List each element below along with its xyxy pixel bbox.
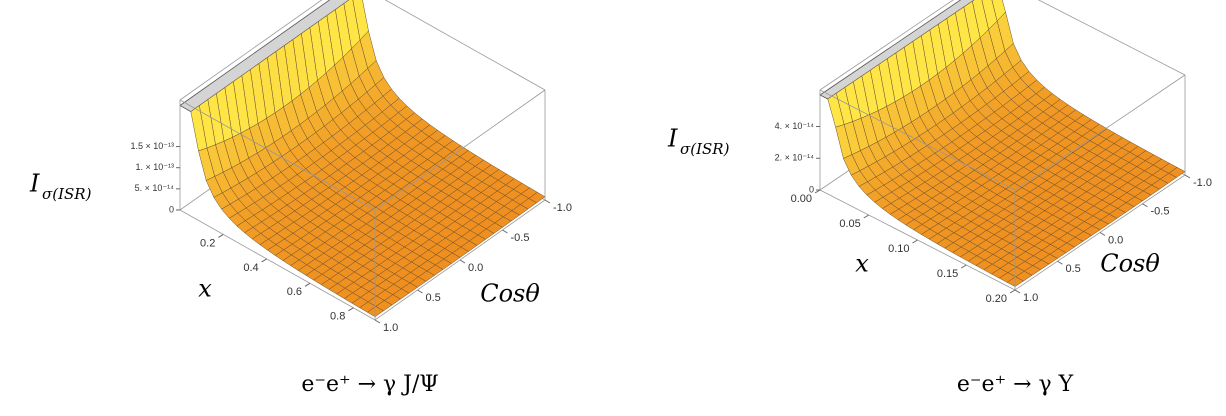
clip-plane: [819, 0, 975, 100]
box-edge: [1014, 74, 1186, 191]
x-tick: [1009, 289, 1016, 294]
x-axis-label: x: [855, 250, 869, 278]
y-tick: [544, 199, 551, 204]
x-tick-label: 0.05: [839, 218, 860, 230]
y-tick: [1184, 174, 1191, 179]
y-axis-label: Cosθ: [480, 280, 540, 308]
box-edge: [374, 89, 546, 211]
z-tick-label: 2. × 10⁻¹⁴: [775, 153, 815, 163]
x-tick: [863, 214, 870, 219]
x-tick-label: 0.20: [986, 293, 1007, 305]
surface-plot: 0.2 0.4 0.6 0.8 -1.0 -0.5 0.0 0.5 1.0 0 5. × 10⁻¹⁴…: [29, 0, 572, 397]
z-tick-label: 4. × 10⁻¹⁴: [775, 121, 815, 131]
x-tick: [261, 258, 267, 263]
x-tick-label: 0.15: [937, 268, 958, 280]
y-tick-label: 0.5: [1066, 263, 1081, 275]
y-tick: [374, 319, 381, 324]
y-tick: [417, 289, 423, 294]
z-tick-label: 5. × 10⁻¹⁴: [135, 183, 175, 193]
y-tick-label: -1.0: [553, 202, 572, 214]
box-edge: [179, 209, 376, 321]
z-tick-label: 1.5 × 10⁻¹³: [130, 141, 174, 151]
y-tick-label: -1.0: [1193, 177, 1212, 189]
z-tick-label: 0: [809, 184, 814, 194]
y-tick: [1142, 203, 1148, 208]
z-axis-label: I: [667, 125, 678, 153]
caption: e⁻e⁺ → γ Υ: [957, 372, 1074, 397]
z-tick-label: 0: [169, 204, 174, 214]
x-tick: [304, 282, 311, 287]
y-tick: [1057, 260, 1063, 265]
box-edge: [1037, 0, 1186, 76]
x-tick-label: 0.6: [287, 286, 302, 298]
z-tick-label: 1. × 10⁻¹³: [135, 162, 174, 172]
y-tick: [1014, 289, 1021, 294]
y-tick: [502, 229, 508, 234]
y-tick: [459, 259, 466, 264]
x-tick-label: 0.00: [791, 193, 812, 205]
z-axis-label: I: [29, 170, 40, 198]
y-tick-label: 0.0: [1108, 234, 1123, 246]
box-edge: [819, 0, 954, 91]
box-edge: [179, 0, 323, 101]
y-tick: [1099, 232, 1106, 236]
z-axis-label-subscript: σ(ISR): [680, 140, 730, 158]
x-tick-label: 0.10: [888, 243, 909, 255]
surface-plot: 0.00 0.05 0.10 0.15 0.20 -1.0 -0.5 0.0 0.5 1.0 0 2.…: [667, 0, 1212, 397]
y-axis-label: Cosθ: [1100, 250, 1160, 278]
x-tick-label: 0.2: [200, 237, 215, 249]
y-tick-label: 0.0: [468, 262, 483, 274]
y-tick-label: 1.0: [1023, 292, 1038, 304]
y-tick-label: 1.0: [383, 322, 398, 334]
y-tick-label: -0.5: [1151, 206, 1170, 218]
box-edge: [819, 89, 1016, 191]
x-tick-label: 0.4: [243, 262, 258, 274]
z-axis-label-subscript: σ(ISR): [42, 185, 92, 203]
x-axis-label: x: [198, 275, 212, 303]
x-tick: [960, 264, 967, 269]
x-tick: [218, 234, 224, 238]
y-tick-label: -0.5: [511, 232, 530, 244]
clip-plane: [179, 0, 350, 113]
y-tick-label: 0.5: [426, 292, 441, 304]
caption: e⁻e⁺ → γ J/Ψ: [301, 372, 438, 397]
x-tick: [912, 239, 918, 244]
x-tick-label: 0.8: [330, 311, 345, 323]
box-edge: [384, 0, 546, 91]
box-edge: [179, 99, 376, 211]
x-tick: [348, 307, 354, 312]
